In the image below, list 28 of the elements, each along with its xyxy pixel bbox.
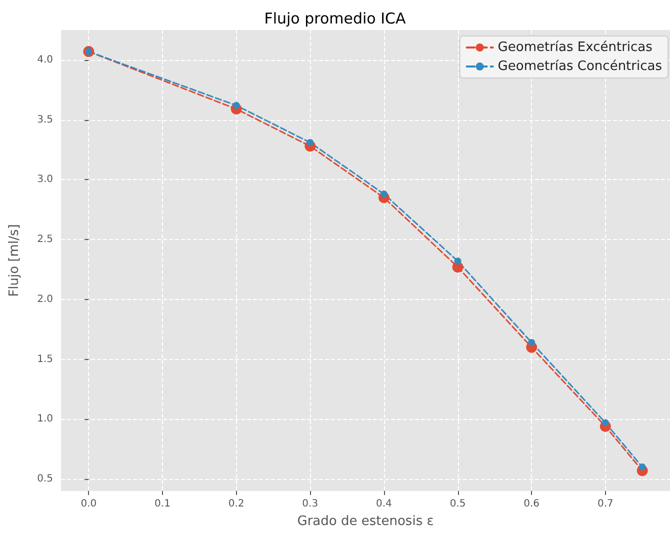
x-tick-label: 0.6 bbox=[524, 498, 540, 510]
x-tick-label: 0.5 bbox=[450, 498, 466, 510]
y-tick-label: 2.5 bbox=[37, 234, 53, 246]
x-tick-label: 0.0 bbox=[80, 498, 97, 510]
y-tick-label: 4.0 bbox=[37, 54, 53, 66]
legend-label: Geometrías Excéntricas bbox=[498, 40, 653, 55]
point bbox=[638, 464, 646, 471]
x-axis-title: Grado de estenosis ε bbox=[297, 514, 434, 529]
x-tick-label: 0.3 bbox=[302, 498, 318, 510]
x-tick-label: 0.7 bbox=[597, 498, 614, 510]
y-tick-label: 0.5 bbox=[37, 474, 53, 485]
point bbox=[528, 339, 536, 346]
point bbox=[380, 190, 388, 198]
y-axis-title: Flujo [ml/s] bbox=[7, 224, 22, 297]
y-tick-label: 2.0 bbox=[37, 294, 53, 305]
y-tick-label: 3.0 bbox=[37, 174, 53, 186]
point bbox=[306, 139, 314, 146]
point bbox=[232, 102, 240, 109]
x-tick-label: 0.2 bbox=[228, 498, 244, 510]
x-tick-label: 0.1 bbox=[154, 498, 170, 510]
point bbox=[454, 258, 462, 265]
point bbox=[602, 419, 609, 426]
chart-title: Flujo promedio ICA bbox=[264, 10, 407, 28]
legend-label: Geometrías Concéntricas bbox=[498, 59, 662, 74]
y-tick-label: 1.0 bbox=[37, 414, 53, 425]
y-tick-label: 1.5 bbox=[37, 354, 53, 365]
x-tick-label: 0.4 bbox=[376, 498, 392, 510]
y-tick-label: 3.5 bbox=[37, 114, 53, 126]
